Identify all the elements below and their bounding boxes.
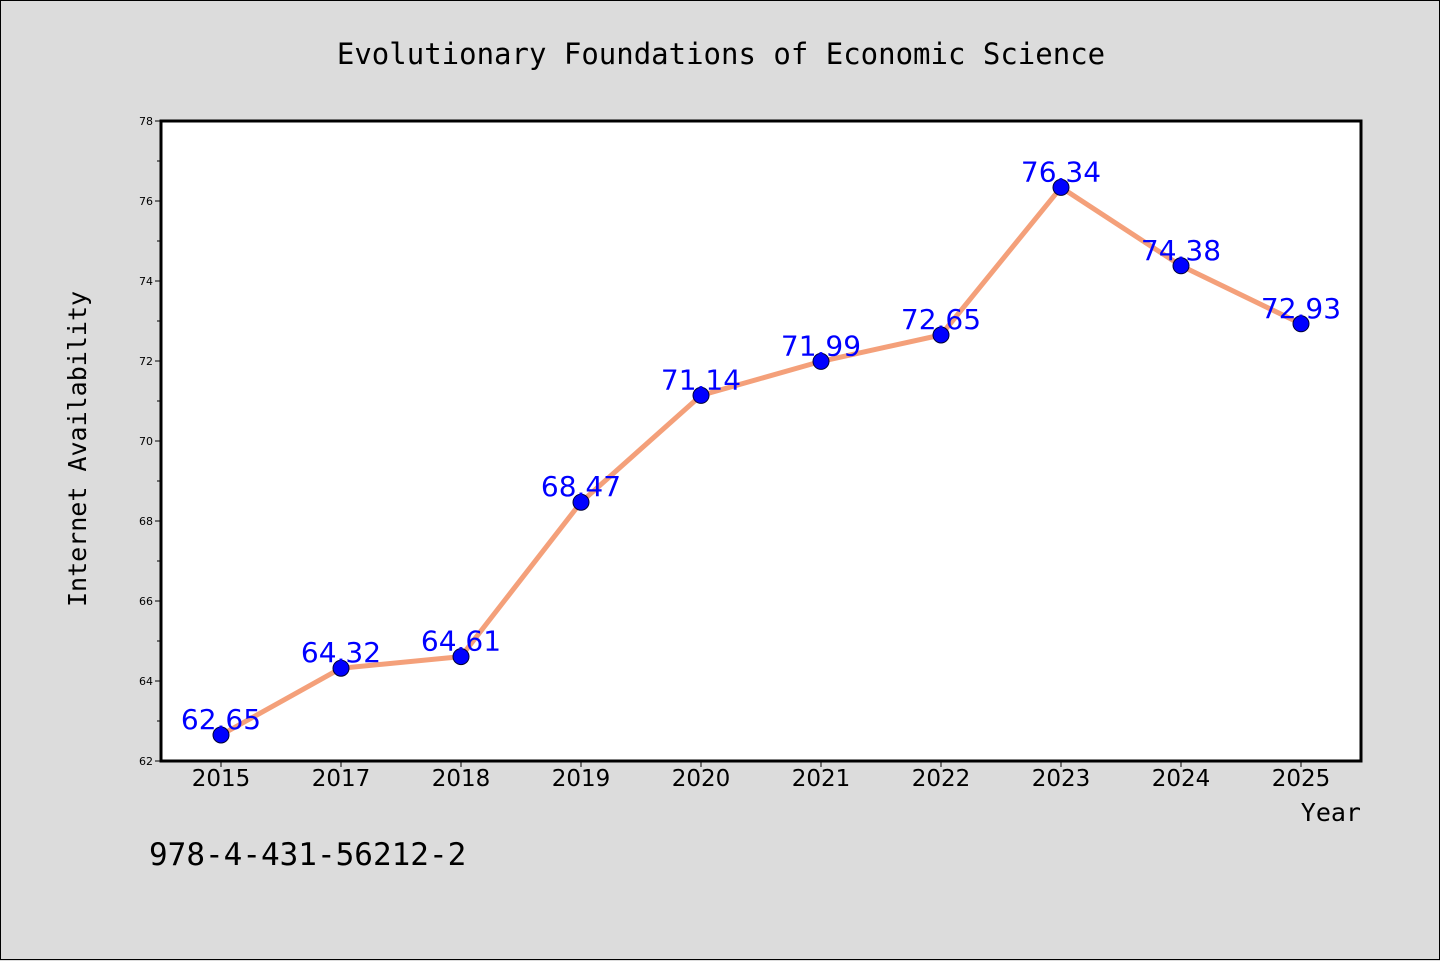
- y-tick-label: 66: [139, 595, 153, 608]
- y-tick-label: 78: [139, 115, 153, 128]
- data-label: 76.34: [1021, 155, 1101, 188]
- x-tick-label: 2017: [312, 766, 371, 792]
- data-label: 74.38: [1141, 234, 1221, 267]
- x-tick-label: 2021: [792, 766, 851, 792]
- data-label: 64.61: [421, 625, 501, 658]
- plot-area: [159, 119, 1363, 763]
- data-label: 68.47: [541, 470, 621, 503]
- y-tick-label: 62: [139, 755, 153, 768]
- x-axis: 2015 2017 2018 2019 2020 2021 2022 2023 2024 2025: [192, 761, 1331, 792]
- data-point: [452, 648, 470, 666]
- x-tick-label: 2019: [552, 766, 611, 792]
- data-label: 62.65: [181, 703, 261, 736]
- x-tick-label: 2015: [192, 766, 251, 792]
- data-point: [332, 659, 350, 677]
- data-point: [692, 386, 710, 404]
- data-label: 64.32: [301, 636, 381, 669]
- isbn-text: 978-4-431-56212-2: [149, 837, 466, 873]
- data-point: [932, 326, 950, 344]
- y-axis: 62 64 66 68 70 72 74 76 78: [139, 115, 161, 768]
- x-tick-label: 2025: [1272, 766, 1331, 792]
- y-tick-label: 76: [139, 195, 153, 208]
- data-point: [812, 352, 830, 370]
- x-axis-title: Year: [1301, 798, 1361, 827]
- y-tick-label: 68: [139, 515, 153, 528]
- series-line: [218, 184, 1304, 738]
- y-tick-label: 74: [139, 275, 153, 288]
- data-point: [1052, 178, 1070, 196]
- data-label: 72.65: [901, 303, 981, 336]
- data-point: [572, 493, 590, 511]
- x-tick-label: 2023: [1032, 766, 1091, 792]
- series-layer: 62.65 64.32 64.61 68.47 71.14 71.99 72.65 76.34…: [181, 155, 1341, 744]
- y-tick-label: 64: [139, 675, 153, 688]
- x-tick-label: 2020: [672, 766, 731, 792]
- data-label: 71.14: [661, 363, 741, 396]
- data-point: [1172, 257, 1190, 275]
- data-label: 71.99: [781, 329, 861, 362]
- x-tick-label: 2018: [432, 766, 491, 792]
- data-point: [1292, 315, 1310, 333]
- y-axis-title: Internet Availability: [63, 291, 92, 607]
- y-tick-label: 70: [139, 435, 153, 448]
- data-point: [212, 726, 230, 744]
- chart-title: Evolutionary Foundations of Economic Sci…: [337, 37, 1105, 71]
- data-label: 72.93: [1261, 292, 1341, 325]
- x-tick-label: 2024: [1152, 766, 1211, 792]
- y-tick-label: 72: [139, 355, 153, 368]
- x-tick-label: 2022: [912, 766, 971, 792]
